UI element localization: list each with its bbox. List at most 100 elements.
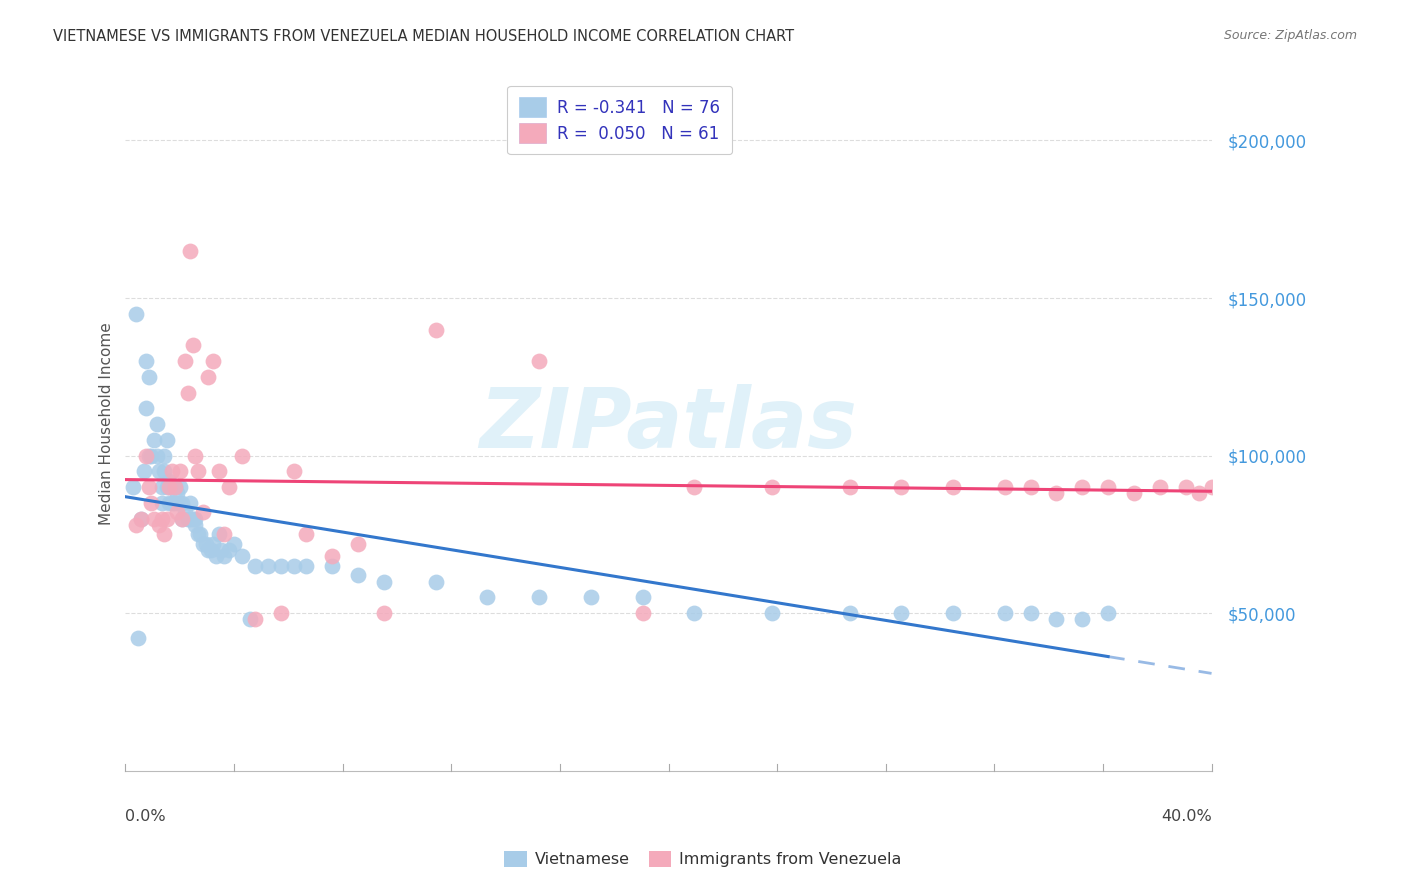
Point <box>160 496 183 510</box>
Point <box>838 480 860 494</box>
Point <box>1097 480 1119 494</box>
Point <box>184 517 207 532</box>
Point <box>176 385 198 400</box>
Point <box>205 549 228 564</box>
Point <box>191 505 214 519</box>
Point <box>761 606 783 620</box>
Point <box>135 354 157 368</box>
Point <box>163 480 186 494</box>
Point <box>156 480 179 494</box>
Point <box>184 511 207 525</box>
Point <box>125 517 148 532</box>
Point <box>683 606 706 620</box>
Point <box>994 606 1017 620</box>
Point <box>1123 486 1146 500</box>
Point <box>838 606 860 620</box>
Point <box>1239 480 1261 494</box>
Point <box>1045 486 1067 500</box>
Point <box>321 558 343 573</box>
Text: ZIPatlas: ZIPatlas <box>479 384 858 465</box>
Point <box>942 606 965 620</box>
Point <box>218 543 240 558</box>
Point <box>172 511 194 525</box>
Point <box>166 505 188 519</box>
Point <box>156 511 179 525</box>
Point <box>179 496 201 510</box>
Point <box>1251 480 1274 494</box>
Point <box>127 632 149 646</box>
Point <box>1097 606 1119 620</box>
Text: 40.0%: 40.0% <box>1161 809 1212 824</box>
Point <box>181 511 204 525</box>
Point <box>141 449 163 463</box>
Point <box>138 369 160 384</box>
Point <box>295 527 318 541</box>
Legend: R = -0.341   N = 76, R =  0.050   N = 61: R = -0.341 N = 76, R = 0.050 N = 61 <box>508 86 733 154</box>
Point <box>148 517 170 532</box>
Point <box>174 505 197 519</box>
Point <box>890 606 912 620</box>
Point <box>231 549 253 564</box>
Point <box>153 449 176 463</box>
Point <box>197 543 219 558</box>
Point <box>122 480 145 494</box>
Point <box>142 433 165 447</box>
Point <box>1071 480 1094 494</box>
Point <box>1278 486 1301 500</box>
Point <box>212 549 235 564</box>
Point <box>890 480 912 494</box>
Point <box>1201 480 1223 494</box>
Point <box>477 591 499 605</box>
Point <box>156 433 179 447</box>
Point <box>209 543 232 558</box>
Point <box>135 401 157 416</box>
Point <box>347 568 370 582</box>
Point <box>142 511 165 525</box>
Point <box>1045 612 1067 626</box>
Legend: Vietnamese, Immigrants from Venezuela: Vietnamese, Immigrants from Venezuela <box>496 843 910 875</box>
Point <box>187 464 209 478</box>
Point <box>125 307 148 321</box>
Point <box>150 496 173 510</box>
Point <box>145 417 167 431</box>
Text: 0.0%: 0.0% <box>125 809 166 824</box>
Point <box>197 369 219 384</box>
Text: VIETNAMESE VS IMMIGRANTS FROM VENEZUELA MEDIAN HOUSEHOLD INCOME CORRELATION CHAR: VIETNAMESE VS IMMIGRANTS FROM VENEZUELA … <box>53 29 794 44</box>
Point <box>176 511 198 525</box>
Point <box>761 480 783 494</box>
Point <box>200 543 222 558</box>
Y-axis label: Median Household Income: Median Household Income <box>100 323 114 525</box>
Point <box>270 558 292 573</box>
Point <box>994 480 1017 494</box>
Point <box>1019 606 1042 620</box>
Point <box>163 480 186 494</box>
Text: Source: ZipAtlas.com: Source: ZipAtlas.com <box>1223 29 1357 42</box>
Point <box>425 574 447 589</box>
Point <box>683 480 706 494</box>
Point <box>153 464 176 478</box>
Point <box>184 449 207 463</box>
Point <box>145 449 167 463</box>
Point <box>256 558 278 573</box>
Point <box>159 480 181 494</box>
Point <box>169 496 191 510</box>
Point <box>1187 486 1209 500</box>
Point <box>150 511 173 525</box>
Point <box>207 464 229 478</box>
Point <box>129 511 152 525</box>
Point <box>243 612 266 626</box>
Point <box>159 496 181 510</box>
Point <box>1303 480 1326 494</box>
Point <box>148 464 170 478</box>
Point <box>295 558 318 573</box>
Point <box>166 486 188 500</box>
Point <box>212 527 235 541</box>
Point <box>373 574 395 589</box>
Point <box>172 511 194 525</box>
Point <box>138 480 160 494</box>
Point <box>283 558 305 573</box>
Point <box>191 537 214 551</box>
Point <box>187 527 209 541</box>
Point <box>194 537 217 551</box>
Point <box>1174 480 1197 494</box>
